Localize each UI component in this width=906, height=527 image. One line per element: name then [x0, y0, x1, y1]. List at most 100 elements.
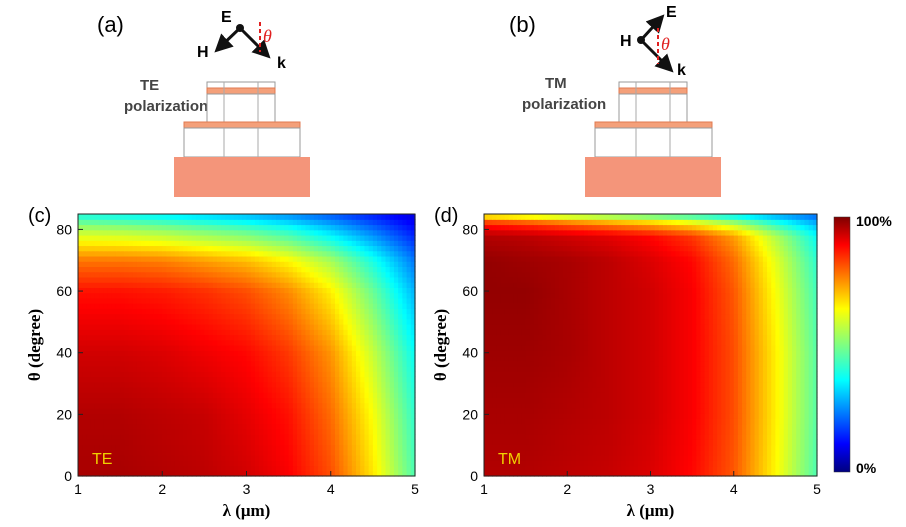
heatmap-cell	[533, 413, 539, 419]
heatmap-cell	[208, 266, 214, 273]
heatmap-cell	[318, 428, 323, 435]
heatmap-cell	[492, 455, 498, 461]
heatmap-cell	[360, 229, 366, 236]
heatmap-cell	[225, 407, 231, 414]
heatmap-cell	[381, 386, 387, 393]
heatmap-cell	[212, 423, 218, 430]
heatmap-cell	[275, 455, 281, 461]
heatmap-cell	[288, 381, 294, 388]
heatmap-cell	[508, 444, 514, 451]
heatmap-cell	[183, 214, 189, 220]
heatmap-cell	[153, 397, 159, 404]
heatmap-cell	[191, 276, 197, 283]
heatmap-cell	[221, 276, 227, 283]
heatmap-cell	[762, 439, 768, 446]
heatmap-cell	[638, 460, 643, 467]
heatmap-cell	[141, 266, 146, 273]
heatmap-cell	[208, 276, 214, 283]
heatmap-cell	[162, 449, 168, 456]
heatmap-cell	[679, 418, 685, 425]
heatmap-cell	[263, 313, 269, 320]
heatmap-cell	[208, 423, 214, 430]
heatmap-cell	[141, 250, 146, 257]
heatmap-cell	[82, 245, 88, 252]
heatmap-cell	[613, 423, 618, 430]
heatmap-cell	[339, 271, 344, 278]
heatmap-cell	[746, 418, 751, 425]
heatmap-cell	[583, 455, 589, 461]
heatmap-cell	[410, 313, 416, 320]
heatmap-cell	[90, 297, 96, 304]
heatmap-cell	[504, 434, 510, 440]
heatmap-cell	[398, 392, 403, 398]
heatmap-cell	[787, 460, 793, 467]
heatmap-cell	[242, 234, 248, 241]
heatmap-cell	[508, 434, 514, 440]
heatmap-cell	[141, 386, 146, 393]
heatmap-cell	[608, 460, 614, 467]
heatmap-cell	[280, 392, 286, 398]
heatmap-cell	[301, 407, 307, 414]
heatmap-cell	[246, 460, 252, 467]
heatmap-cell	[596, 434, 602, 440]
heatmap-cell	[360, 261, 366, 267]
heatmap-cell	[318, 329, 323, 336]
heatmap-cell	[804, 439, 810, 446]
heatmap-cell	[128, 402, 134, 409]
heatmap-cell	[393, 360, 399, 367]
heatmap-cell	[398, 255, 403, 262]
heatmap-cell	[132, 255, 138, 262]
heatmap-cell	[183, 360, 189, 367]
heatmap-cell	[381, 434, 387, 440]
heatmap-cell	[322, 245, 328, 252]
heatmap-cell	[225, 229, 231, 236]
heatmap-cell	[588, 423, 593, 430]
heatmap-cell	[246, 371, 252, 378]
heatmap-cell	[729, 465, 735, 472]
heatmap-cell	[600, 455, 606, 461]
heatmap-cell	[617, 423, 622, 430]
heatmap-cell	[208, 229, 214, 236]
heatmap-cell	[792, 460, 797, 467]
heatmap-cell	[301, 287, 307, 294]
heatmap-cell	[508, 449, 514, 456]
heatmap-cell	[533, 444, 539, 451]
heatmap-cell	[217, 428, 222, 435]
heatmap-cell	[372, 439, 378, 446]
heatmap-cell	[280, 376, 286, 383]
heatmap-cell	[326, 460, 332, 467]
heatmap-cell	[141, 214, 146, 220]
heatmap-cell	[533, 465, 539, 472]
heatmap-cell	[94, 261, 100, 267]
heatmap-cell	[174, 308, 180, 315]
heatmap-cell	[229, 423, 235, 430]
heatmap-cell	[162, 292, 168, 299]
heatmap-cell	[250, 334, 256, 341]
heatmap-cell	[229, 261, 235, 267]
heatmap-cell	[575, 423, 581, 430]
heatmap-cell	[242, 308, 248, 315]
heatmap-cell	[233, 224, 239, 231]
heatmap-cell	[326, 397, 332, 404]
heatmap-cell	[638, 455, 643, 461]
heatmap-cell	[208, 455, 214, 461]
heatmap-cell	[145, 413, 151, 419]
heatmap-cell	[309, 355, 315, 362]
heatmap-cell	[364, 376, 370, 383]
heatmap-cell	[533, 439, 539, 446]
heatmap-cell	[111, 224, 117, 231]
heatmap-cell	[208, 460, 214, 467]
heatmap-cell	[217, 303, 222, 309]
heatmap-cell	[246, 386, 252, 393]
heatmap-cell	[347, 261, 353, 267]
heatmap-cell	[107, 434, 113, 440]
heatmap-cell	[145, 345, 151, 351]
heatmap-cell	[238, 313, 243, 320]
heatmap-cell	[288, 360, 294, 367]
heatmap-cell	[368, 434, 374, 440]
heatmap-cell	[563, 444, 568, 451]
heatmap-cell	[280, 219, 286, 226]
heatmap-cell	[242, 318, 248, 325]
heatmap-cell	[800, 455, 806, 461]
heatmap-cell	[246, 360, 252, 367]
